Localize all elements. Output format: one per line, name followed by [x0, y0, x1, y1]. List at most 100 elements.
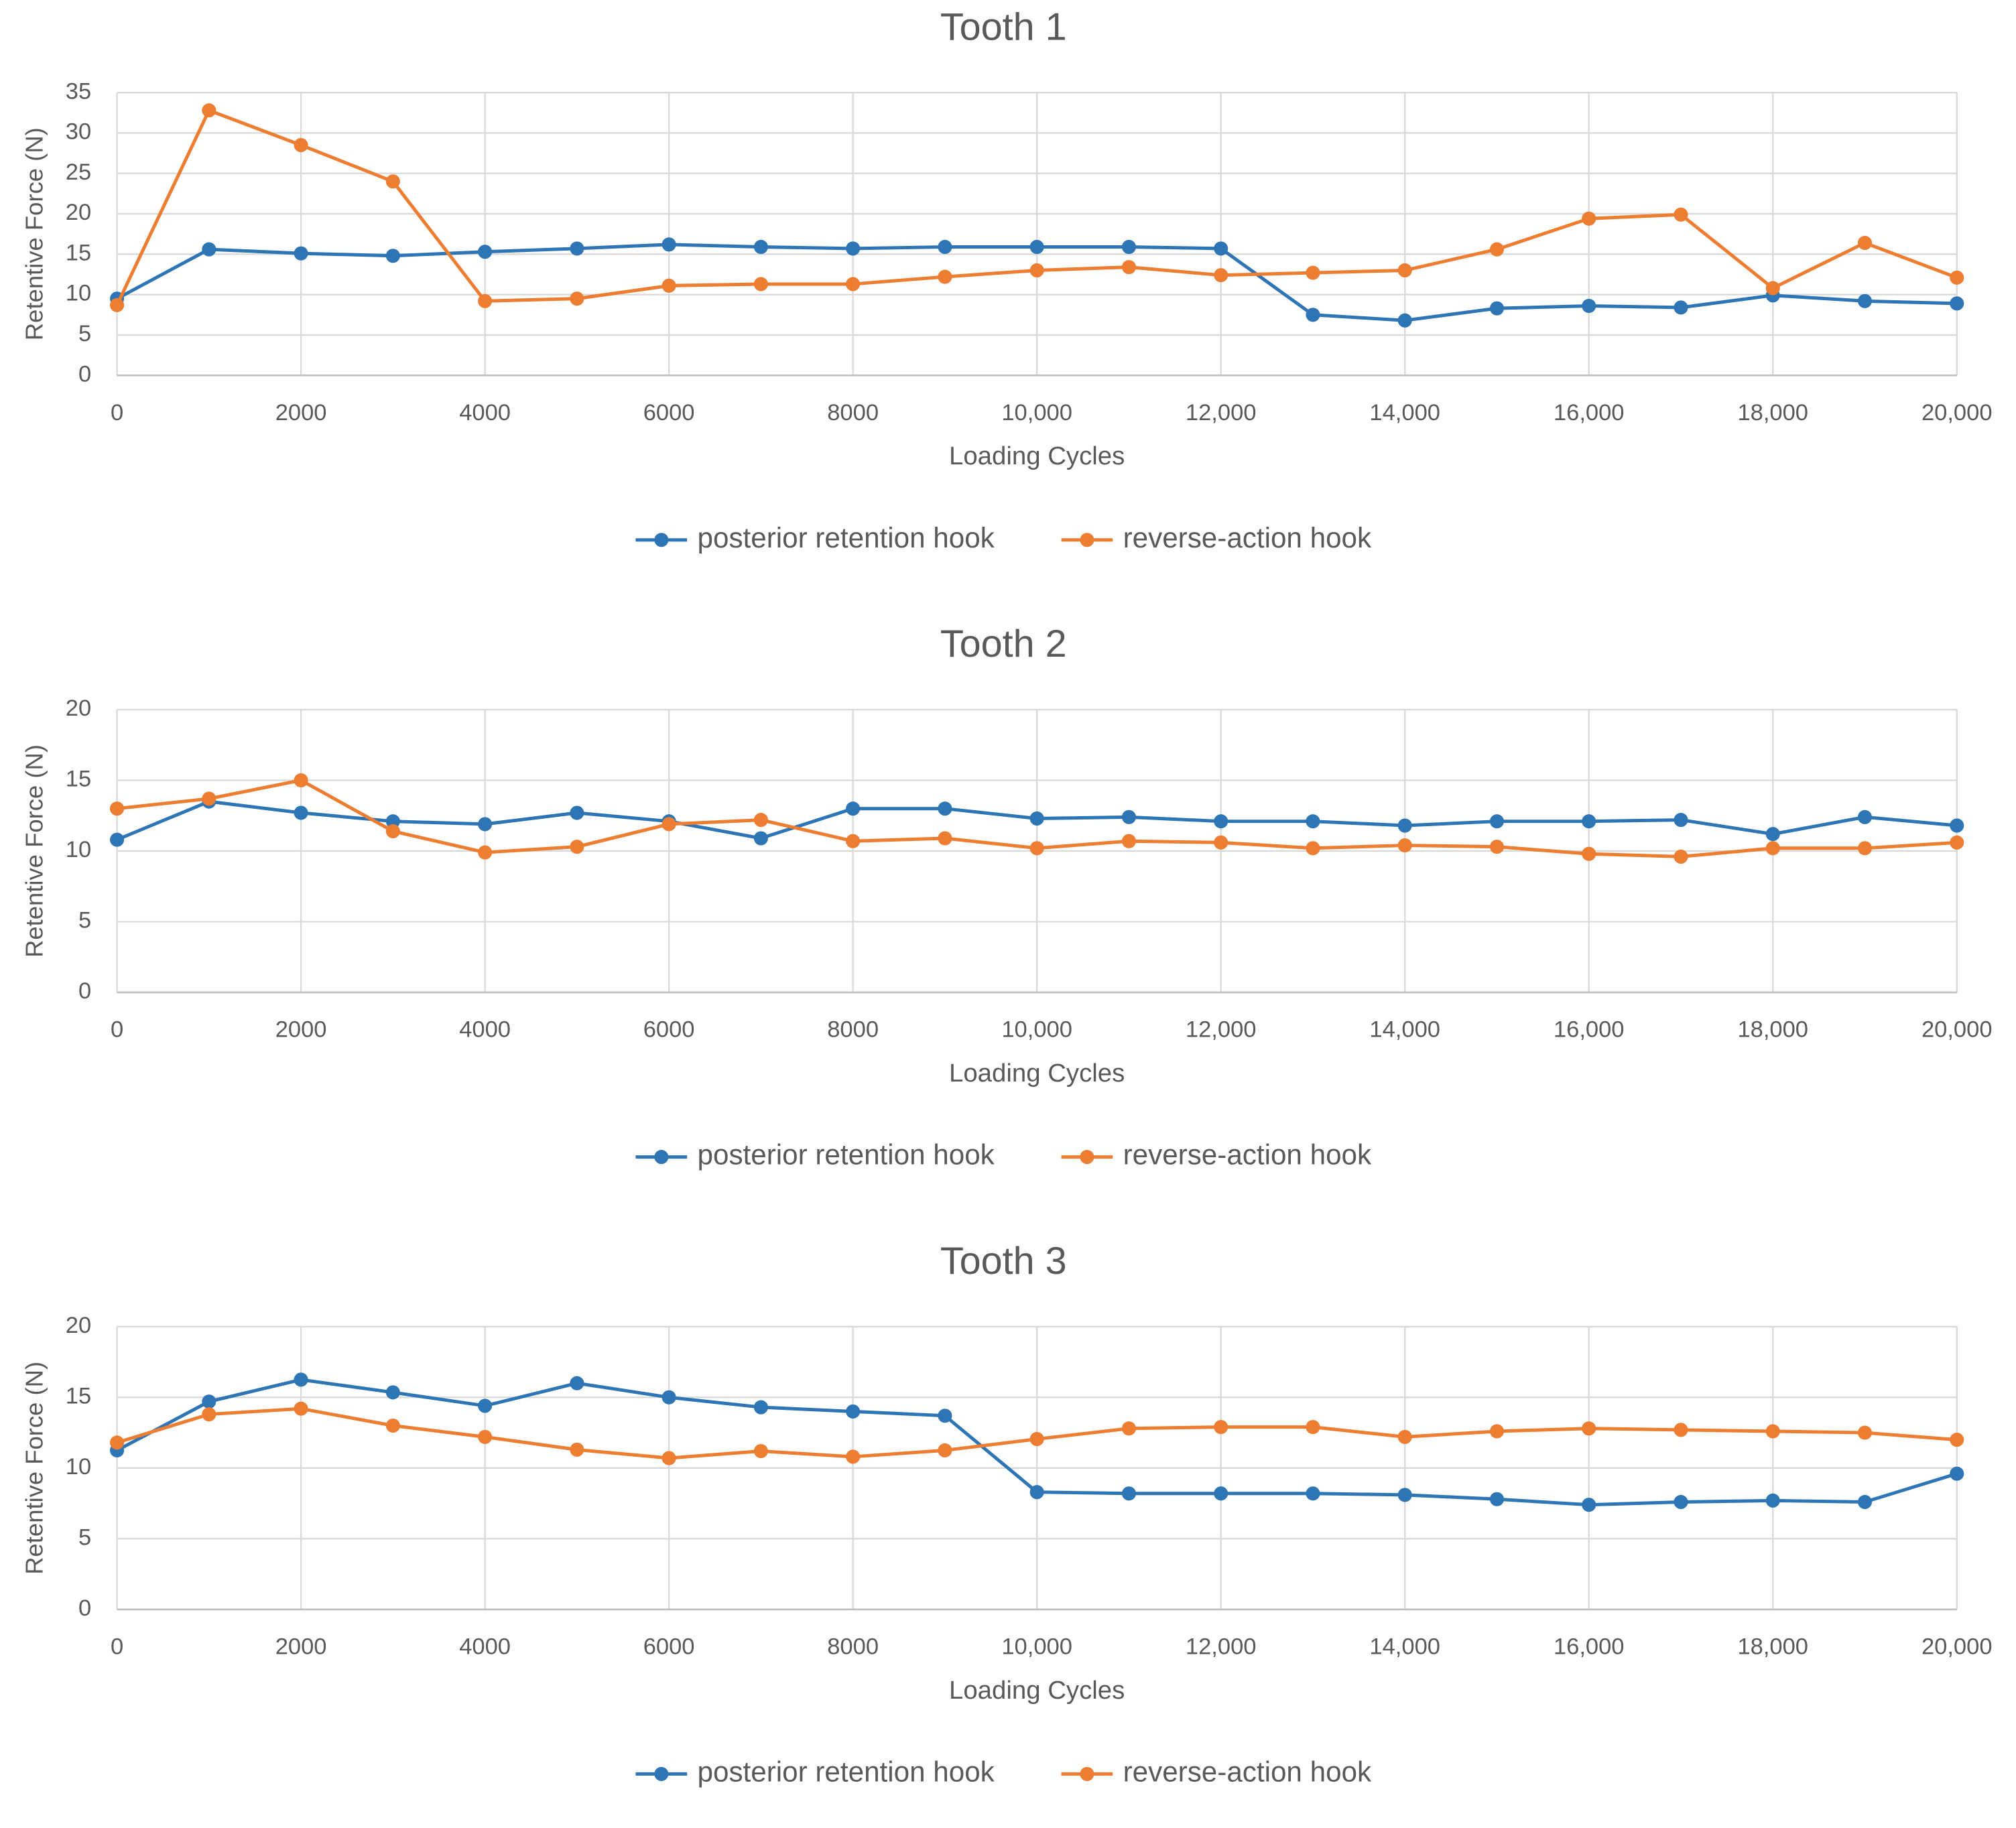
data-point — [938, 1409, 952, 1423]
y-tick-label: 20 — [66, 696, 91, 721]
data-point — [662, 237, 676, 252]
data-point — [1674, 849, 1688, 864]
data-point — [1121, 1421, 1136, 1436]
y-axis-title: Retentive Force (N) — [20, 1362, 48, 1575]
x-tick-label: 0 — [111, 1017, 123, 1043]
y-tick-label: 15 — [66, 1383, 91, 1409]
x-tick-label: 20,000 — [1922, 1017, 1993, 1043]
data-point — [1674, 813, 1688, 828]
chart: Tooth 1 0 5 10 15 20 25 30 35 0 2000 4000 6000 8000 10… — [20, 5, 1992, 553]
data-point — [1397, 818, 1412, 833]
y-tick-label: 20 — [66, 200, 91, 225]
data-point — [1306, 814, 1320, 829]
data-point — [1582, 846, 1596, 861]
data-point — [1214, 835, 1228, 850]
data-point — [1214, 241, 1228, 256]
data-point — [846, 1449, 861, 1464]
data-point — [110, 832, 125, 847]
data-point — [1950, 1466, 1964, 1481]
data-point — [202, 242, 216, 257]
x-tick-label: 8000 — [827, 400, 879, 426]
x-tick-label: 8000 — [827, 1634, 879, 1660]
data-point — [846, 241, 861, 256]
data-point — [294, 1401, 308, 1416]
legend: posterior retention hook reverse-action h… — [635, 1139, 1372, 1171]
x-tick-label: 14,000 — [1369, 400, 1440, 426]
x-tick-label: 14,000 — [1369, 1634, 1440, 1660]
data-point — [938, 801, 952, 816]
data-point — [1950, 270, 1964, 285]
x-tick-label: 16,000 — [1554, 1017, 1625, 1043]
y-tick-label: 15 — [66, 767, 91, 792]
data-point — [570, 1376, 584, 1390]
x-tick-label: 2000 — [275, 400, 327, 426]
chart-title: Tooth 1 — [940, 5, 1067, 48]
data-point — [385, 1385, 400, 1400]
data-point — [385, 824, 400, 839]
legend-item: posterior retention hook — [635, 522, 995, 553]
data-point — [1765, 1424, 1780, 1439]
data-point — [1489, 814, 1505, 829]
data-point — [1029, 263, 1044, 277]
chart-title: Tooth 3 — [940, 1240, 1067, 1283]
legend-marker — [1080, 533, 1094, 547]
data-point — [1674, 300, 1688, 315]
data-point — [1857, 235, 1873, 250]
legend-item: reverse-action hook — [1061, 1139, 1372, 1171]
data-point — [1121, 834, 1136, 848]
y-tick-label: 15 — [66, 240, 91, 265]
data-point — [1765, 1493, 1780, 1508]
data-point — [385, 814, 400, 829]
x-tick-label: 0 — [111, 400, 123, 426]
x-tick-label: 18,000 — [1737, 1017, 1808, 1043]
data-point — [753, 1400, 768, 1415]
data-point — [1489, 242, 1505, 257]
data-point — [1950, 818, 1964, 833]
data-point — [938, 1443, 952, 1457]
data-point — [202, 1407, 216, 1422]
data-point — [662, 1451, 676, 1465]
data-point — [1397, 313, 1412, 328]
data-point — [1029, 811, 1044, 826]
data-point — [110, 801, 125, 816]
data-point — [1489, 1492, 1505, 1506]
data-point — [1029, 1485, 1044, 1500]
data-point — [1674, 1494, 1688, 1510]
legend: posterior retention hook reverse-action h… — [635, 1756, 1372, 1788]
x-tick-label: 4000 — [459, 1017, 511, 1043]
chart: Tooth 3 0 5 10 15 20 0 2000 4000 6000 8000 10,000 12… — [20, 1240, 1992, 1788]
x-axis-title: Loading Cycles — [949, 1676, 1125, 1705]
data-point — [478, 245, 493, 259]
data-point — [1857, 293, 1873, 308]
data-point — [570, 291, 584, 306]
x-tick-label: 0 — [111, 1634, 123, 1660]
data-point — [662, 278, 676, 293]
y-tick-label: 10 — [66, 281, 91, 306]
data-point — [1582, 211, 1596, 226]
y-axis-title: Retentive Force (N) — [20, 127, 48, 340]
data-point — [846, 277, 861, 291]
y-tick-label: 35 — [66, 78, 91, 104]
data-point — [753, 831, 768, 846]
data-point — [385, 174, 400, 189]
data-point — [1950, 296, 1964, 311]
data-point — [846, 834, 861, 848]
data-point — [110, 1435, 125, 1450]
data-point — [478, 1398, 493, 1413]
y-tick-label: 20 — [66, 1313, 91, 1338]
y-axis-title: Retentive Force (N) — [20, 744, 48, 958]
x-tick-label: 4000 — [459, 1634, 511, 1660]
data-point — [1306, 308, 1320, 322]
data-point — [1397, 838, 1412, 853]
data-point — [202, 791, 216, 806]
data-point — [478, 293, 493, 308]
data-point — [1674, 207, 1688, 222]
data-point — [753, 277, 768, 291]
data-point — [1397, 1488, 1412, 1502]
data-point — [753, 239, 768, 255]
x-tick-label: 4000 — [459, 400, 511, 426]
data-point — [1306, 265, 1320, 280]
data-point — [1582, 298, 1596, 314]
data-point — [1214, 1486, 1228, 1501]
